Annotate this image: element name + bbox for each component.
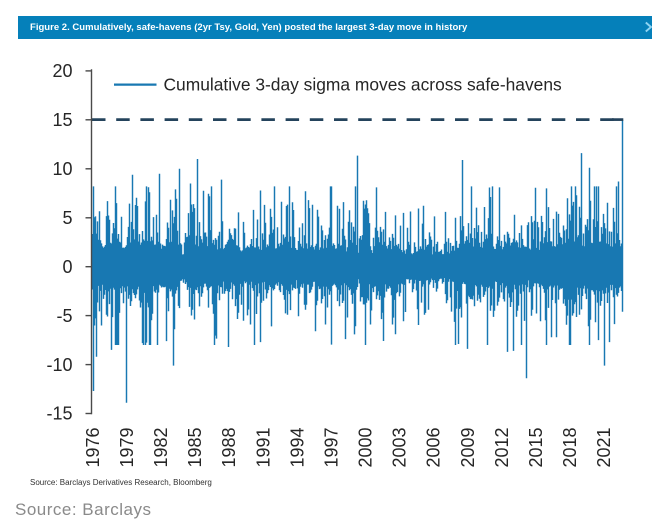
svg-text:1991: 1991 bbox=[253, 427, 273, 467]
svg-text:-15: -15 bbox=[46, 404, 72, 424]
svg-text:20: 20 bbox=[52, 61, 72, 81]
svg-text:10: 10 bbox=[52, 159, 72, 179]
svg-text:1985: 1985 bbox=[185, 427, 205, 467]
svg-text:2009: 2009 bbox=[458, 427, 478, 467]
svg-text:1982: 1982 bbox=[151, 427, 171, 467]
svg-text:1988: 1988 bbox=[219, 427, 239, 467]
svg-text:2018: 2018 bbox=[560, 427, 580, 467]
svg-text:2000: 2000 bbox=[356, 427, 376, 467]
svg-text:2012: 2012 bbox=[492, 427, 512, 467]
svg-text:2006: 2006 bbox=[424, 427, 444, 467]
svg-text:-5: -5 bbox=[56, 306, 72, 326]
svg-text:Cumulative 3-day sigma moves a: Cumulative 3-day sigma moves across safe… bbox=[164, 75, 563, 95]
svg-text:2021: 2021 bbox=[594, 427, 614, 467]
svg-text:1994: 1994 bbox=[287, 427, 307, 467]
svg-text:15: 15 bbox=[52, 110, 72, 130]
svg-text:1979: 1979 bbox=[117, 427, 137, 467]
svg-text:0: 0 bbox=[62, 257, 72, 277]
svg-text:-10: -10 bbox=[46, 355, 72, 375]
svg-text:2003: 2003 bbox=[390, 427, 410, 467]
svg-text:5: 5 bbox=[62, 208, 72, 228]
svg-text:1997: 1997 bbox=[322, 427, 342, 467]
svg-text:2015: 2015 bbox=[526, 427, 546, 467]
svg-text:1976: 1976 bbox=[83, 427, 103, 467]
